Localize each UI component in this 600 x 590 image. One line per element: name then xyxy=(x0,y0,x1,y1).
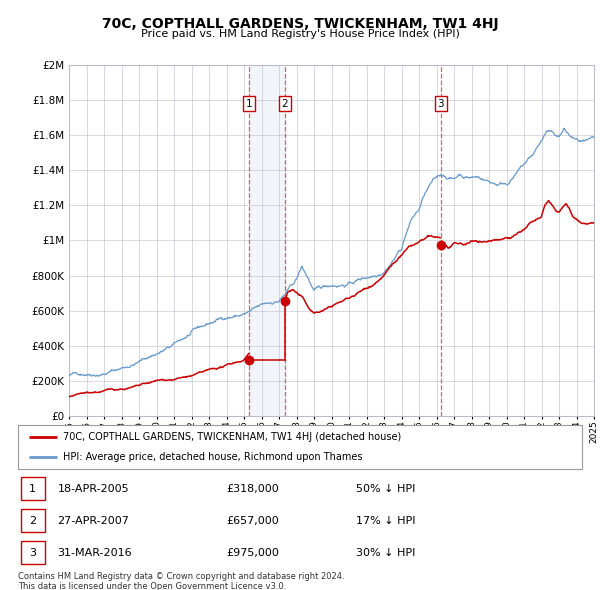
Text: 3: 3 xyxy=(29,548,36,558)
Text: This data is licensed under the Open Government Licence v3.0.: This data is licensed under the Open Gov… xyxy=(18,582,286,590)
Text: 27-APR-2007: 27-APR-2007 xyxy=(58,516,130,526)
Text: £975,000: £975,000 xyxy=(227,548,280,558)
Text: 1: 1 xyxy=(246,99,253,109)
Text: 30% ↓ HPI: 30% ↓ HPI xyxy=(356,548,416,558)
Text: 3: 3 xyxy=(437,99,444,109)
Text: £657,000: £657,000 xyxy=(227,516,280,526)
Bar xyxy=(21,541,44,565)
Text: 17% ↓ HPI: 17% ↓ HPI xyxy=(356,516,416,526)
Text: 18-APR-2005: 18-APR-2005 xyxy=(58,484,129,494)
Text: 2: 2 xyxy=(281,99,288,109)
Text: £318,000: £318,000 xyxy=(227,484,280,494)
Text: 70C, COPTHALL GARDENS, TWICKENHAM, TW1 4HJ: 70C, COPTHALL GARDENS, TWICKENHAM, TW1 4… xyxy=(101,17,499,31)
Text: HPI: Average price, detached house, Richmond upon Thames: HPI: Average price, detached house, Rich… xyxy=(63,452,362,461)
Text: Price paid vs. HM Land Registry's House Price Index (HPI): Price paid vs. HM Land Registry's House … xyxy=(140,29,460,39)
Text: Contains HM Land Registry data © Crown copyright and database right 2024.: Contains HM Land Registry data © Crown c… xyxy=(18,572,344,581)
Bar xyxy=(249,65,284,416)
Text: 2: 2 xyxy=(29,516,36,526)
Bar xyxy=(21,509,44,532)
Text: 1: 1 xyxy=(29,484,36,494)
Text: 70C, COPTHALL GARDENS, TWICKENHAM, TW1 4HJ (detached house): 70C, COPTHALL GARDENS, TWICKENHAM, TW1 4… xyxy=(63,432,401,442)
Text: 31-MAR-2016: 31-MAR-2016 xyxy=(58,548,132,558)
Bar xyxy=(21,477,44,500)
Text: 50% ↓ HPI: 50% ↓ HPI xyxy=(356,484,416,494)
